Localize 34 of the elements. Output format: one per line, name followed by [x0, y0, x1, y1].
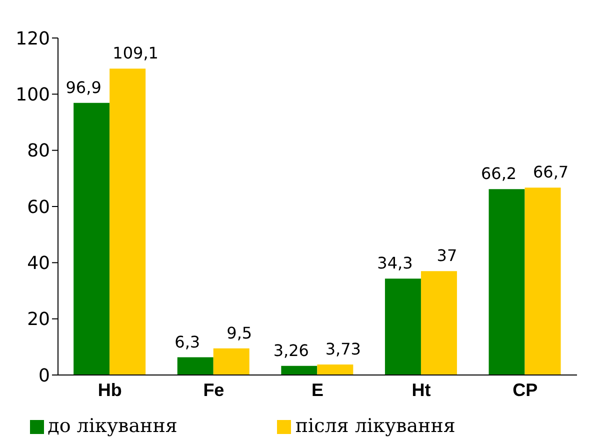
legend-label: до лікування — [48, 415, 178, 437]
data-label: 6,3 — [174, 332, 200, 352]
bar — [317, 364, 354, 375]
y-tick-label: 60 — [27, 196, 50, 218]
data-label: 9,5 — [226, 323, 252, 342]
y-tick-label: 0 — [38, 365, 50, 386]
data-label: 66,7 — [532, 162, 569, 182]
y-tick-label: 100 — [16, 84, 50, 106]
data-label: 34,3 — [377, 254, 413, 273]
x-tick-label: Ht — [412, 380, 431, 400]
bar — [488, 189, 525, 375]
bar — [281, 366, 318, 375]
data-label: 96,9 — [66, 78, 102, 97]
bar — [74, 102, 110, 375]
y-tick-label: 80 — [27, 140, 50, 162]
legend-label: після лікування — [295, 415, 456, 437]
bar — [384, 278, 421, 375]
bar — [213, 348, 250, 375]
data-label: 66,2 — [480, 164, 517, 184]
x-tick-label: Fe — [203, 380, 224, 400]
data-label: 37 — [436, 246, 458, 266]
bar — [110, 68, 146, 375]
y-tick-label: 40 — [27, 253, 50, 274]
data-label: 3,26 — [273, 340, 309, 360]
y-tick-label: 20 — [27, 309, 50, 330]
x-tick-label: E — [311, 380, 324, 400]
bar — [177, 357, 214, 375]
bar — [524, 188, 561, 375]
x-tick-label: CP — [512, 380, 538, 400]
x-tick-label: Hb — [98, 380, 122, 400]
bar — [420, 271, 457, 375]
y-tick-label: 120 — [16, 28, 50, 50]
data-label: 3,73 — [325, 340, 361, 359]
data-label: 109,1 — [112, 44, 158, 63]
